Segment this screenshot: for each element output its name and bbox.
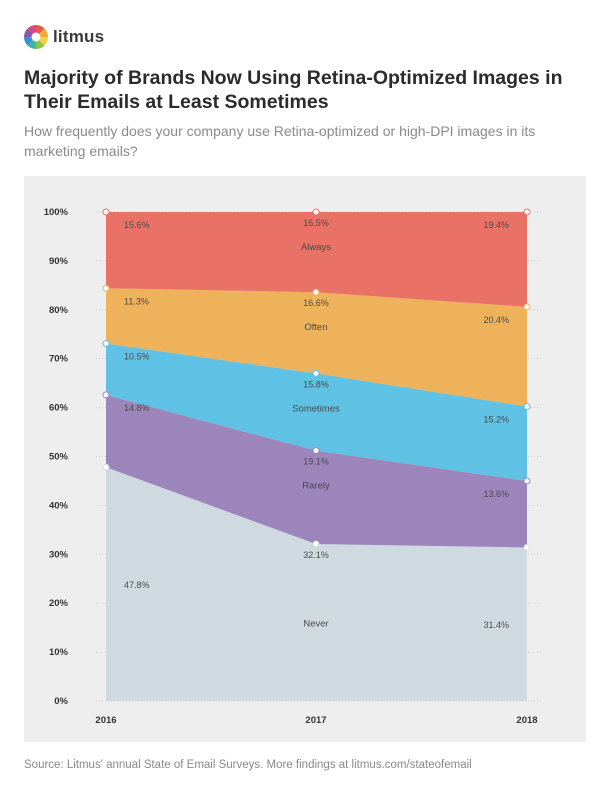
area-sometimes: [106, 343, 527, 481]
x-tick-label: 2018: [516, 715, 537, 726]
series-label-rarely: Rarely: [302, 481, 330, 492]
markers: [102, 208, 531, 551]
value-label: 14.8%: [124, 403, 150, 413]
y-tick-label: 10%: [49, 647, 69, 658]
litmus-logo-mark-icon: [24, 25, 48, 49]
marker-often: [523, 303, 531, 311]
x-tick-label: 2016: [95, 715, 116, 726]
marker-never: [102, 463, 110, 471]
series-label-often: Often: [304, 322, 327, 333]
value-label: 32.1%: [303, 550, 329, 560]
value-label: 20.4%: [483, 315, 509, 325]
value-label: 19.4%: [483, 220, 509, 230]
marker-rarely: [312, 447, 320, 455]
value-label: 11.3%: [124, 296, 149, 306]
marker-often: [102, 284, 110, 292]
series-label-sometimes: Sometimes: [292, 403, 340, 414]
marker-often: [312, 288, 320, 296]
area-often: [106, 288, 527, 407]
chart-title: Majority of Brands Now Using Retina-Opti…: [24, 67, 563, 113]
marker-never: [312, 540, 320, 548]
y-tick-label: 20%: [49, 598, 69, 609]
area-always: [106, 212, 527, 307]
litmus-logo: litmus: [24, 25, 104, 49]
value-label: 47.8%: [124, 580, 150, 590]
y-tick-label: 0%: [54, 696, 68, 707]
value-label: 31.4%: [483, 620, 509, 630]
series-label-always: Always: [301, 242, 331, 253]
x-tick-label: 2017: [305, 715, 326, 726]
value-label: 13.6%: [483, 489, 509, 499]
y-tick-label: 30%: [49, 549, 69, 560]
x-axis: 2016 2017 2018: [95, 715, 537, 726]
chart-subtitle: How frequently does your company use Ret…: [24, 123, 536, 159]
value-label: 15.8%: [303, 379, 329, 389]
value-labels: 47.8% 32.1% 31.4% 14.8% 19.1% 13.6% 10.5% 15.8%…: [124, 218, 509, 630]
value-label: 15.6%: [124, 220, 150, 230]
marker-sometimes: [523, 403, 531, 411]
y-tick-label: 70%: [49, 354, 69, 365]
value-label: 16.5%: [303, 218, 329, 228]
value-label: 16.6%: [303, 298, 329, 308]
y-axis: 0% 10% 20% 30% 40% 50% 60% 70% 80% 90% 100%: [44, 207, 69, 707]
marker-rarely: [102, 391, 110, 399]
y-tick-label: 40%: [49, 500, 69, 511]
logo-center: [31, 32, 41, 42]
value-label: 19.1%: [303, 457, 329, 467]
series-labels: Never Rarely Sometimes Often Always: [292, 242, 340, 630]
area-rarely: [106, 394, 527, 548]
marker-always: [312, 208, 320, 216]
chart-panel: 0% 10% 20% 30% 40% 50% 60% 70% 80% 90% 100% 2016 20…: [24, 176, 586, 742]
marker-rarely: [523, 477, 531, 485]
y-tick-label: 90%: [49, 256, 69, 267]
marker-sometimes: [102, 340, 110, 348]
y-tick-label: 50%: [49, 452, 69, 463]
value-label: 15.2%: [483, 415, 509, 425]
areas: [106, 212, 527, 701]
litmus-logo-text: litmus: [53, 27, 105, 46]
marker-always: [102, 208, 110, 216]
y-tick-label: 80%: [49, 305, 69, 316]
marker-never: [523, 543, 531, 551]
y-tick-label: 60%: [49, 403, 69, 414]
marker-always: [523, 208, 531, 216]
series-label-never: Never: [303, 619, 328, 630]
marker-sometimes: [312, 369, 320, 377]
y-tick-label: 100%: [44, 207, 69, 218]
value-label: 10.5%: [124, 352, 150, 362]
area-never: [106, 467, 527, 701]
source-note: Source: Litmus' annual State of Email Su…: [24, 759, 472, 771]
stacked-area-chart: 0%10%20%30%40%50%60%70%80%90%100% 2016 20…: [44, 207, 542, 726]
